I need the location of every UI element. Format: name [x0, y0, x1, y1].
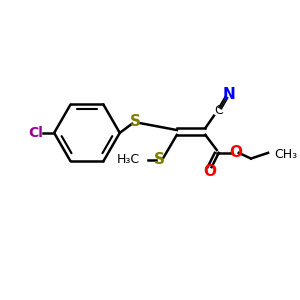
Text: S: S: [130, 114, 141, 129]
Text: S: S: [154, 152, 165, 167]
Text: N: N: [223, 87, 236, 102]
Text: H₃C: H₃C: [117, 154, 140, 166]
Text: O: O: [229, 146, 242, 160]
Text: O: O: [203, 164, 216, 179]
Text: C: C: [214, 103, 223, 117]
Text: Cl: Cl: [28, 126, 43, 140]
Text: CH₃: CH₃: [274, 148, 297, 161]
